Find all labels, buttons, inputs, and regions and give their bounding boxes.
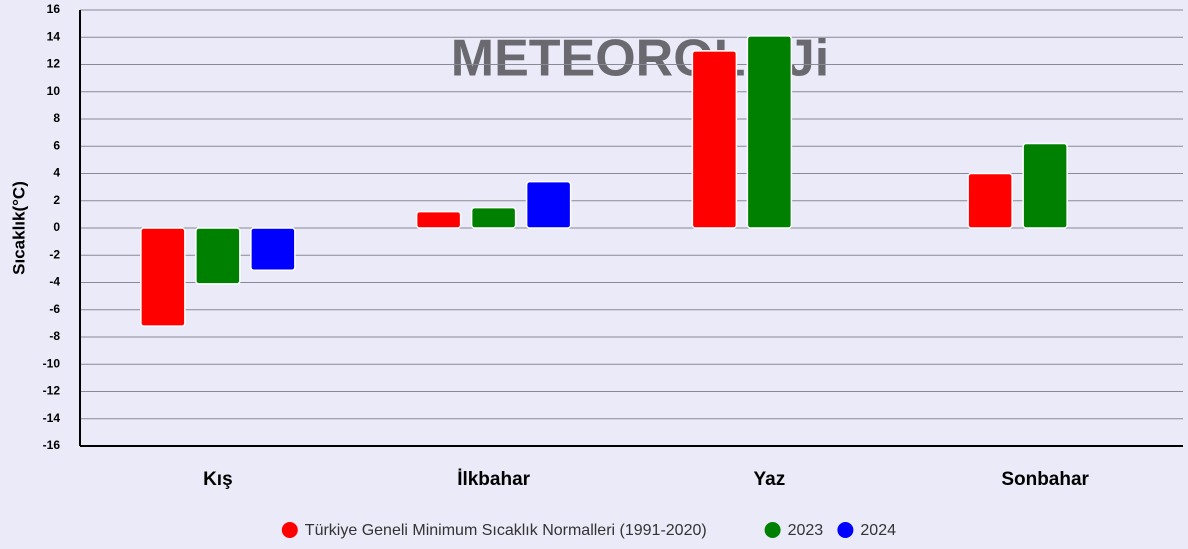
bar — [525, 180, 572, 229]
bar — [1022, 142, 1068, 229]
y-tick-label: -10 — [43, 356, 61, 370]
x-tick-label: Sonbahar — [1001, 469, 1089, 490]
y-tick-label: -6 — [49, 302, 60, 316]
y-tick-label: 6 — [53, 138, 60, 152]
y-tick-label: -8 — [49, 329, 60, 343]
y-tick-label: -16 — [43, 438, 61, 452]
y-tick-label: -12 — [43, 384, 61, 398]
x-tick-label: Kış — [203, 469, 233, 490]
bar — [691, 50, 738, 229]
legend-marker — [837, 522, 854, 538]
bar — [250, 227, 296, 271]
x-tick-label: Yaz — [754, 469, 786, 490]
bar — [415, 210, 462, 229]
bar — [746, 35, 793, 229]
legend-label: Türkiye Geneli Minimum Sıcaklık Normalle… — [305, 522, 707, 539]
y-tick-label: 12 — [47, 57, 61, 71]
bar — [470, 206, 517, 229]
y-tick-label: 8 — [53, 111, 60, 125]
y-tick-label: 0 — [53, 220, 60, 234]
y-tick-label: -4 — [49, 275, 60, 289]
y-tick-label: -14 — [43, 411, 61, 425]
y-tick-label: 10 — [47, 84, 61, 98]
bar — [967, 172, 1013, 229]
y-tick-label: -2 — [49, 247, 60, 261]
y-axis-label: Sıcaklık(°C) — [9, 181, 28, 275]
legend-label: 2023 — [788, 522, 824, 539]
y-tick-label: 2 — [53, 193, 60, 207]
bar — [140, 227, 186, 327]
y-tick-label: 14 — [47, 29, 61, 43]
y-tick-label: 4 — [53, 166, 60, 180]
legend-marker — [764, 522, 781, 538]
legend-label: 2024 — [860, 522, 896, 539]
y-tick-label: 16 — [47, 2, 61, 16]
bar — [195, 227, 241, 285]
x-tick-label: İlkbahar — [457, 469, 530, 490]
legend-marker — [281, 522, 298, 538]
